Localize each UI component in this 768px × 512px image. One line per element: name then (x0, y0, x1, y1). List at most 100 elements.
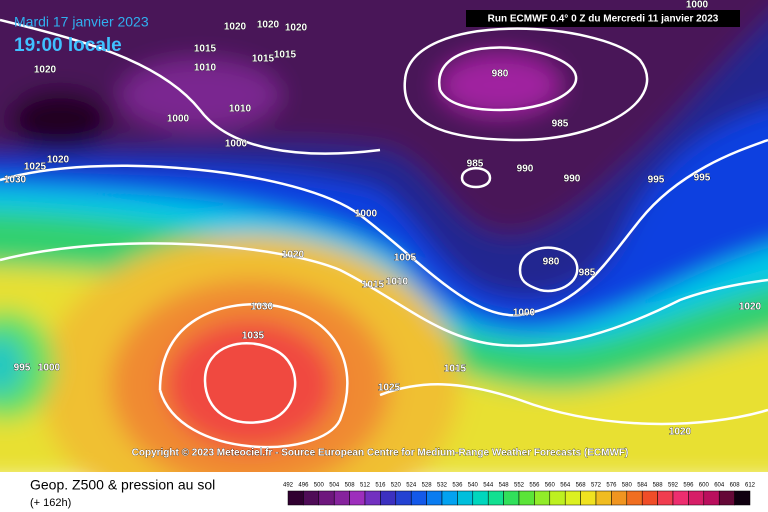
colorbar-swatch (380, 490, 397, 506)
colorbar-swatch (318, 490, 335, 506)
isobar-label: 1010 (386, 277, 409, 288)
isobar-label: 1000 (686, 0, 709, 11)
date: Mardi 17 janvier 2023 (14, 14, 149, 30)
colorbar-label: 532 (437, 483, 448, 489)
isobar-label: 1015 (252, 54, 275, 65)
isobar-label: 1015 (362, 280, 385, 291)
colorbar-label: 596 (683, 483, 694, 489)
colorbar-label: 576 (606, 483, 617, 489)
isobar-label: 1015 (274, 50, 297, 61)
colorbar-label: 544 (483, 483, 494, 489)
isobar-label: 980 (492, 69, 509, 80)
colorbar-swatch (672, 490, 689, 506)
colorbar-label: 548 (499, 483, 510, 489)
isobar-label: 1020 (285, 23, 308, 34)
colorbar-label: 608 (730, 483, 741, 489)
colorbar-label: 496 (298, 483, 309, 489)
colorbar-swatch (333, 490, 350, 506)
colorbar-swatch (626, 490, 643, 506)
colorbar-swatch (303, 490, 320, 506)
colorbar-label: 508 (345, 483, 356, 489)
colorbar-label: 540 (468, 483, 479, 489)
colorbar-swatch (503, 490, 520, 506)
isobar-label: 1030 (251, 302, 274, 313)
isobar-label: 1025 (378, 383, 401, 394)
isobar-label: 1030 (4, 175, 27, 186)
colorbar-label: 520 (391, 483, 402, 489)
isobar-label: 1010 (194, 63, 217, 74)
colorbar-label: 612 (745, 483, 756, 489)
isobar-label: 1000 (225, 139, 248, 150)
isobar-label: 1015 (194, 44, 217, 55)
colorbar-swatch (611, 490, 628, 506)
isobar-label: 985 (579, 268, 596, 279)
colorbar-label: 572 (591, 483, 602, 489)
colorbar-swatch (441, 490, 458, 506)
colorbar-swatch (518, 490, 535, 506)
isobar-label: 1020 (739, 302, 762, 313)
isobar-label: 995 (14, 363, 31, 374)
isobar-label: 1000 (355, 209, 378, 220)
colorbar-label: 584 (637, 483, 648, 489)
colorbar-swatch (457, 490, 474, 506)
isobar-label: 1020 (34, 65, 57, 76)
colorbar-swatch (549, 490, 566, 506)
colorbar-swatch (564, 490, 581, 506)
colorbar-label: 516 (375, 483, 386, 489)
colorbar-label: 604 (714, 483, 725, 489)
run-info: Run ECMWF 0.4° 0 Z du Mercredi 11 janvie… (488, 14, 719, 25)
colorbar-label: 564 (560, 483, 571, 489)
copyright: Copyright © 2023 Meteociel.fr - Source E… (132, 448, 629, 459)
footer-lead: (+ 162h) (30, 497, 71, 509)
colorbar-swatch (472, 490, 489, 506)
isobar-label: 1000 (38, 363, 61, 374)
colorbar-swatch (426, 490, 443, 506)
isobar-label: 1020 (282, 250, 305, 261)
colorbar-swatch (688, 490, 705, 506)
colorbar-label: 588 (653, 483, 664, 489)
colorbar-swatch (580, 490, 597, 506)
colorbar-swatch (657, 490, 674, 506)
isobar-label: 985 (467, 159, 484, 170)
isobar-label: 1020 (257, 20, 280, 31)
isobar-label: 1020 (669, 427, 692, 438)
colorbar-label: 528 (422, 483, 433, 489)
run-box (466, 10, 740, 27)
colorbar-label: 600 (699, 483, 710, 489)
colorbar-label: 512 (360, 483, 371, 489)
colorbar-label: 492 (283, 483, 294, 489)
isobar-label: 1025 (24, 162, 47, 173)
colorbar-swatch (410, 490, 427, 506)
colorbar-label: 536 (452, 483, 463, 489)
colorbar-swatch (703, 490, 720, 506)
isobar-label: 990 (517, 164, 534, 175)
colorbar-label: 552 (514, 483, 525, 489)
isobar-label: 980 (543, 257, 560, 268)
isobar-label: 995 (648, 175, 665, 186)
isobar-lines (0, 18, 768, 449)
colorbar-label: 580 (622, 483, 633, 489)
colorbar-swatch (595, 490, 612, 506)
isobar-label: 1020 (47, 155, 70, 166)
colorbar-label: 568 (576, 483, 587, 489)
local-time: 19:00 locale (14, 35, 122, 56)
colorbar-swatch (349, 490, 366, 506)
colorbar-label: 556 (529, 483, 540, 489)
isobar-label: 1000 (167, 114, 190, 125)
colorbar-label: 524 (406, 483, 417, 489)
isobar-label: 1035 (242, 331, 265, 342)
isobar-label: 1000 (513, 308, 536, 319)
isobar-label: 1020 (224, 22, 247, 33)
colorbar-label: 500 (314, 483, 325, 489)
isobar-label: 1005 (394, 253, 417, 264)
isobar-label: 1015 (444, 364, 467, 375)
isobar-label: 995 (694, 173, 711, 184)
colorbar-swatch (487, 490, 504, 506)
colorbar-swatch (734, 490, 751, 506)
colorbar-label: 592 (668, 483, 679, 489)
colorbar-swatch (395, 490, 412, 506)
colorbar-label: 560 (545, 483, 556, 489)
